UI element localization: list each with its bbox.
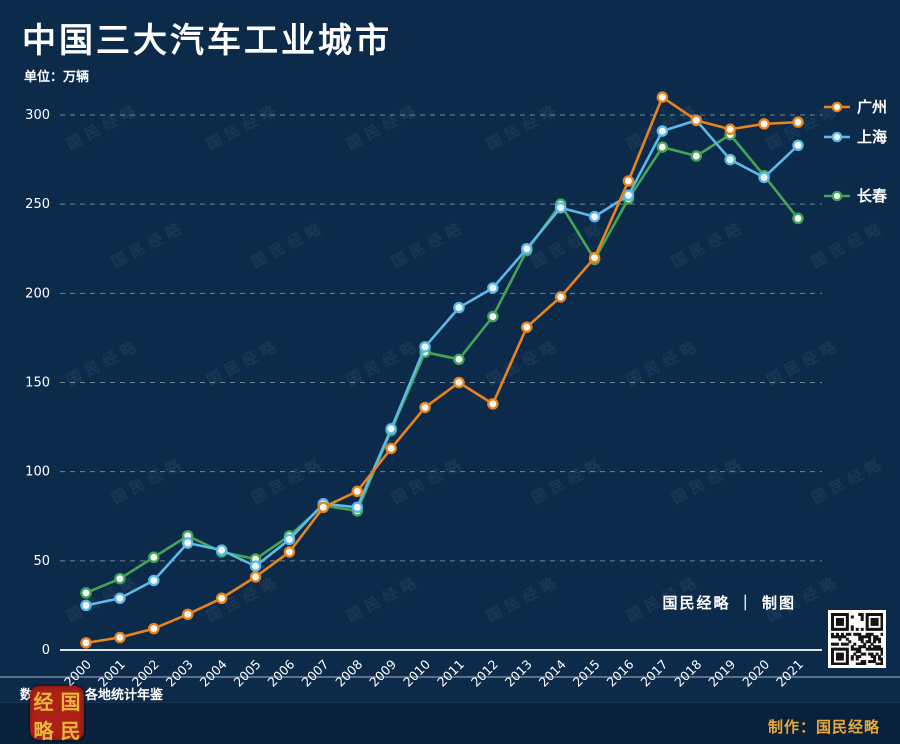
svg-text:2020: 2020 [739, 656, 772, 689]
svg-text:国 民 经 略: 国 民 经 略 [483, 338, 559, 390]
svg-text:2010: 2010 [400, 656, 433, 689]
svg-text:国 民 经 略: 国 民 经 略 [203, 102, 279, 154]
line-chart: 国 民 经 略国 民 经 略国 民 经 略国 民 经 略国 民 经 略国 民 经… [0, 91, 900, 690]
unit-label: 单位：万辆 [24, 70, 90, 85]
svg-text:2011: 2011 [434, 657, 467, 690]
svg-text:100: 100 [25, 465, 50, 480]
svg-text:2005: 2005 [231, 657, 264, 690]
svg-text:国 民 经 略: 国 民 经 略 [63, 338, 139, 390]
svg-text:2012: 2012 [468, 657, 501, 690]
svg-text:国 民 经 略: 国 民 经 略 [108, 220, 184, 272]
svg-text:国 民 经 略: 国 民 经 略 [808, 220, 884, 272]
seal-char: 经 [33, 690, 54, 714]
svg-text:国 民 经 略: 国 民 经 略 [388, 220, 464, 272]
svg-text:2014: 2014 [536, 656, 569, 689]
svg-text:国 民 经 略: 国 民 经 略 [343, 574, 419, 626]
svg-text:2007: 2007 [298, 657, 331, 690]
chart-title: 中国三大汽车工业城市 [22, 21, 392, 61]
svg-text:国 民 经 略: 国 民 经 略 [388, 456, 464, 508]
series-changchun [80, 128, 804, 599]
svg-text:2013: 2013 [502, 657, 535, 690]
svg-text:2016: 2016 [603, 656, 636, 689]
made-by-text: 制作：国民经略 [767, 718, 880, 736]
svg-text:2008: 2008 [332, 656, 365, 689]
svg-text:国 民 经 略: 国 民 经 略 [343, 102, 419, 154]
qr-code [828, 610, 886, 668]
svg-text:300: 300 [25, 108, 50, 123]
seal-char: 国 [60, 690, 81, 714]
svg-text:2018: 2018 [671, 656, 704, 689]
seal-char: 民 [60, 719, 81, 743]
svg-text:国 民 经 略: 国 民 经 略 [203, 338, 279, 390]
svg-text:2006: 2006 [264, 656, 297, 689]
svg-text:2019: 2019 [705, 656, 738, 689]
series-guangzhou [80, 91, 804, 649]
svg-text:2004: 2004 [197, 656, 230, 689]
svg-text:国 民 经 略: 国 民 经 略 [668, 456, 744, 508]
seal-char: 略 [33, 719, 54, 743]
svg-text:国 民 经 略: 国 民 经 略 [108, 456, 184, 508]
svg-text:2009: 2009 [366, 656, 399, 689]
credit-text: 国民经略 ｜ 制图 [662, 594, 796, 612]
svg-text:国 民 经 略: 国 民 经 略 [343, 338, 419, 390]
svg-text:国 民 经 略: 国 民 经 略 [63, 574, 139, 626]
svg-text:国 民 经 略: 国 民 经 略 [248, 456, 324, 508]
svg-text:国 民 经 略: 国 民 经 略 [528, 456, 604, 508]
svg-text:2003: 2003 [163, 657, 196, 690]
svg-text:国 民 经 略: 国 民 经 略 [203, 574, 279, 626]
svg-text:2021: 2021 [773, 657, 806, 690]
svg-text:国 民 经 略: 国 民 经 略 [63, 102, 139, 154]
footer-bar [0, 702, 900, 744]
svg-text:国 民 经 略: 国 民 经 略 [808, 456, 884, 508]
svg-text:国 民 经 略: 国 民 经 略 [483, 574, 559, 626]
series-shanghai [80, 114, 804, 612]
svg-text:2015: 2015 [570, 657, 603, 690]
svg-text:国 民 经 略: 国 民 经 略 [623, 338, 699, 390]
svg-text:国 民 经 略: 国 民 经 略 [763, 338, 839, 390]
svg-text:0: 0 [42, 643, 50, 658]
svg-text:2017: 2017 [637, 657, 670, 690]
grid-layer: 0 50 100 150 200 250 300 [25, 108, 822, 658]
svg-text:200: 200 [25, 286, 50, 301]
svg-text:国 民 经 略: 国 民 经 略 [668, 220, 744, 272]
svg-text:50: 50 [33, 554, 50, 569]
svg-text:国 民 经 略: 国 民 经 略 [248, 220, 324, 272]
svg-text:150: 150 [25, 376, 50, 391]
svg-text:250: 250 [25, 197, 50, 212]
svg-text:国 民 经 略: 国 民 经 略 [483, 102, 559, 154]
x-axis-labels: 2000 2001 2002 2003 2004 2005 2006 2007 2008 2009… [61, 656, 806, 689]
brand-logo: 经 国 略 民 [30, 686, 84, 743]
